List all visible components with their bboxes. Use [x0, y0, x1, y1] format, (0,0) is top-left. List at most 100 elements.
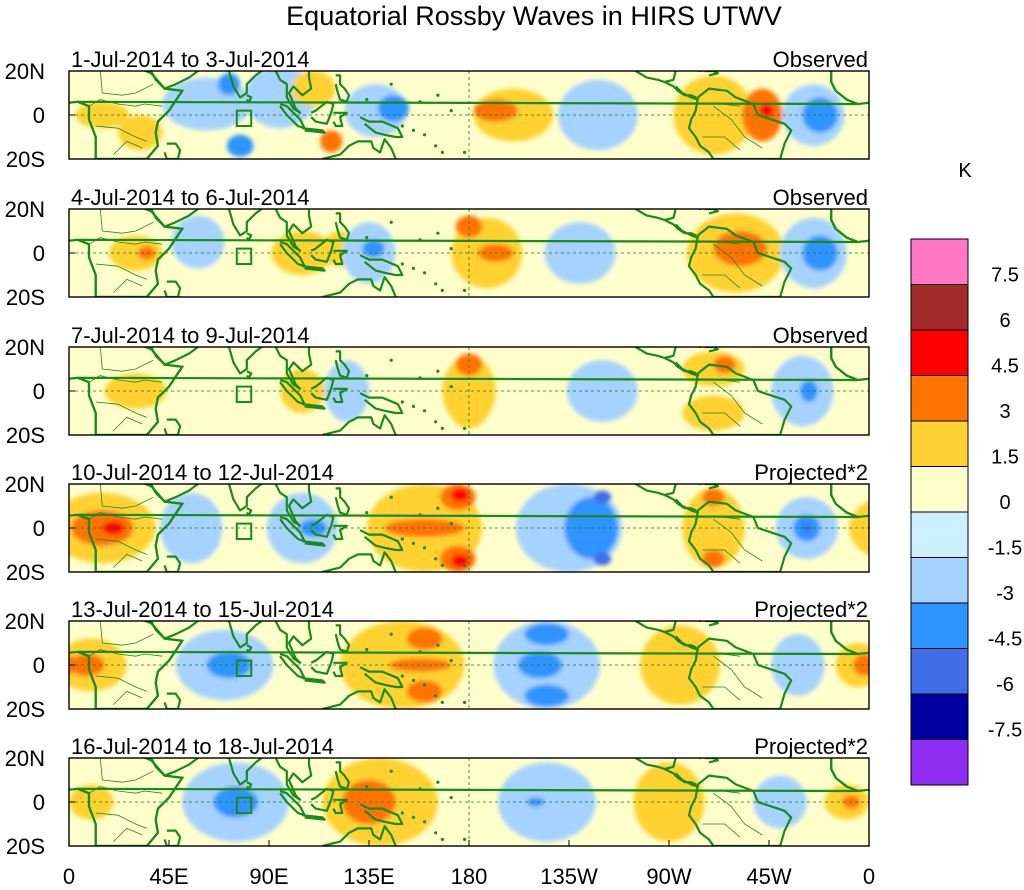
coastline-madagascar	[163, 418, 182, 435]
country-border	[722, 516, 741, 520]
coastline-centralam	[664, 494, 699, 514]
country-border	[95, 401, 147, 418]
island	[418, 238, 422, 242]
coastline-sulawesi	[332, 111, 348, 128]
coastline-srilanka	[246, 232, 253, 241]
country-border	[713, 381, 763, 425]
coastline-africa-wrap	[830, 209, 869, 244]
country-border	[99, 71, 154, 96]
anomaly-blob	[69, 784, 114, 820]
anomaly-blob	[713, 231, 767, 267]
coastline-philippines	[334, 487, 351, 516]
coastline-java	[302, 540, 326, 547]
coastline-madagascar	[163, 555, 182, 572]
panel-label: Projected*2	[754, 460, 868, 485]
anomaly-blob	[524, 684, 569, 707]
coastline-madagascar	[163, 692, 182, 709]
anomaly-blob	[455, 215, 483, 238]
colorbar-label: 3	[999, 401, 1010, 423]
coastline-java	[302, 677, 326, 684]
map-panel: 20N 0 20S 13-Jul-2014 to 15-Jul-2014 Project…	[5, 597, 870, 722]
coastline-africa-wrap	[830, 484, 869, 519]
coastline-southam	[687, 87, 793, 159]
anomaly-blob	[849, 500, 869, 556]
coastline-indochina	[274, 484, 313, 527]
island	[436, 780, 440, 784]
coastline-srilanka	[246, 644, 253, 653]
coastline-srilanka	[246, 507, 253, 516]
coastline-hispaniola	[704, 347, 719, 353]
island	[365, 785, 369, 789]
coastline-southam	[687, 637, 793, 709]
colorbar-swatch	[910, 238, 969, 285]
country-border	[95, 675, 147, 692]
island	[365, 98, 369, 102]
y-tick-label: 20N	[5, 335, 45, 360]
anomaly-blob	[497, 762, 596, 842]
y-tick-label: 20N	[5, 746, 45, 771]
colorbar-swatch	[910, 329, 969, 376]
map-panel: 20N 0 20S 10-Jul-2014 to 12-Jul-2014 Project…	[5, 460, 870, 585]
coastline-africa-west	[69, 71, 185, 159]
panel-date-range: 16-Jul-2014 to 18-Jul-2014	[71, 734, 334, 759]
country-border	[113, 140, 143, 155]
anomaly-blob	[69, 654, 105, 676]
reference-box	[235, 385, 253, 404]
reference-box	[235, 659, 253, 677]
panel-label: Observed	[773, 47, 868, 72]
coastline-newguinea	[359, 529, 404, 552]
coastline-newguinea	[359, 803, 404, 826]
panel-label: Observed	[773, 323, 868, 348]
colorbar-label: 0	[999, 492, 1010, 514]
island	[440, 700, 444, 705]
y-tick-label: 20S	[6, 147, 45, 172]
coastline-java	[302, 265, 326, 272]
country-border	[722, 379, 741, 383]
coastline-sulawesi	[332, 798, 348, 815]
coastline-philippines	[334, 212, 351, 241]
anomaly-blob	[451, 488, 469, 502]
anomaly-blob	[406, 627, 443, 650]
island	[411, 128, 416, 132]
island	[449, 522, 453, 526]
coastline-newguinea	[359, 392, 404, 415]
country-border	[95, 538, 147, 555]
y-tick-label: 20S	[6, 834, 45, 859]
colorbar-label: 1.5	[991, 447, 1019, 469]
coastline-australia	[322, 414, 397, 435]
country-border	[88, 512, 163, 520]
country-border	[722, 241, 741, 245]
coastline-borneo	[310, 100, 335, 125]
country-border	[99, 347, 154, 372]
coastline-philippines	[334, 761, 351, 790]
coastline-sulawesi	[332, 524, 348, 541]
anomaly-blob	[566, 360, 638, 422]
coastline-indochina	[274, 621, 313, 664]
panel-date-range: 10-Jul-2014 to 12-Jul-2014	[71, 460, 334, 485]
island	[400, 400, 404, 404]
anomaly-blob	[271, 231, 334, 275]
island	[418, 650, 422, 654]
island	[422, 133, 427, 137]
panel-label: Projected*2	[754, 597, 868, 622]
anomaly-blob	[524, 623, 569, 646]
island	[389, 632, 393, 636]
anomaly-blob	[451, 554, 469, 568]
coastline-centralam	[664, 81, 699, 101]
anomaly-blob	[702, 550, 725, 568]
island	[389, 495, 393, 499]
island	[422, 683, 427, 687]
country-border	[702, 549, 741, 564]
coastline-centralam	[664, 768, 699, 788]
country-border	[713, 105, 763, 149]
coastline-newguinea	[359, 666, 404, 689]
island	[440, 837, 444, 842]
island	[411, 815, 416, 820]
coastline-arabia	[150, 758, 199, 777]
coastline-philippines	[334, 74, 351, 103]
coastline-hispaniola	[704, 484, 719, 490]
colorbar-swatch	[910, 693, 969, 740]
coastline-centralam	[664, 631, 699, 651]
country-border	[88, 649, 163, 657]
coastline-sulawesi	[332, 387, 348, 404]
